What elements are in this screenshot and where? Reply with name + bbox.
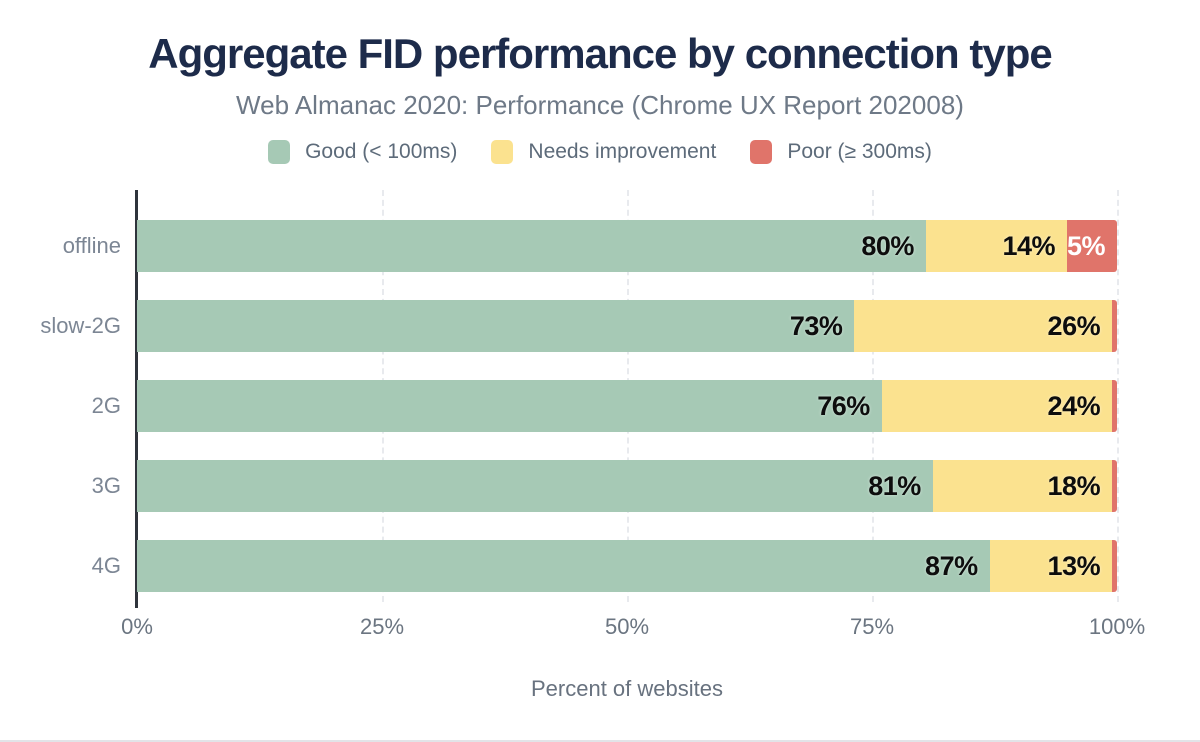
legend-label: Needs improvement xyxy=(528,140,717,163)
bar-row-2G: 2G 76% 24% xyxy=(92,380,1117,432)
bar-segment-needs_improvement-offline: 14% xyxy=(925,220,1067,272)
bar-row-offline: offline 80% 14% 5% xyxy=(63,220,1117,272)
bar-row-3G: 3G 81% 18% xyxy=(92,460,1117,512)
bar-segment-needs_improvement-2G: 24% xyxy=(881,380,1113,432)
bar-row-4G: 4G 87% 13% xyxy=(92,540,1117,592)
chart-subtitle: Web Almanac 2020: Performance (Chrome UX… xyxy=(236,90,964,120)
bar-segment-needs_improvement-4G: 13% xyxy=(989,540,1113,592)
bar-segment-needs_improvement-slow-2G: 26% xyxy=(854,300,1113,352)
bar-segment-poor-4G xyxy=(1112,540,1117,592)
legend-item-poor: Poor (≥ 300ms) xyxy=(750,140,932,164)
bar-row-slow-2G: slow-2G 73% 26% xyxy=(40,300,1117,352)
legend-item-good: Good (< 100ms) xyxy=(268,140,457,164)
category-label-3G: 3G xyxy=(91,473,121,498)
x-tick-label-100: 100% xyxy=(1088,614,1146,639)
plot-area: Percent of websites 0% 25% 50% 75% 100% offli… xyxy=(40,190,1145,701)
bar-segment-good-offline: 80% xyxy=(137,220,926,272)
x-tick-label-25: 25% xyxy=(359,614,405,639)
bar-segment-poor-3G xyxy=(1112,460,1117,512)
x-tick-label-50: 50% xyxy=(604,614,650,639)
x-axis-title: Percent of websites xyxy=(531,676,723,701)
legend-swatch-icon xyxy=(750,140,773,164)
bar-segment-needs_improvement-3G: 18% xyxy=(932,460,1113,512)
legend-item-needs_improvement: Needs improvement xyxy=(491,140,716,164)
bar-segment-poor-2G xyxy=(1112,380,1117,432)
gridline-100 xyxy=(1117,190,1119,602)
legend-swatch-icon xyxy=(268,140,291,164)
category-label-4G: 4G xyxy=(91,553,121,578)
legend-label: Poor (≥ 300ms) xyxy=(787,140,932,163)
chart-title: Aggregate FID performance by connection … xyxy=(148,30,1053,77)
bar-segment-good-2G: 76% xyxy=(137,380,882,432)
category-label-slow-2G: slow-2G xyxy=(40,313,121,338)
category-label-2G: 2G xyxy=(91,393,121,418)
x-tick-label-75: 75% xyxy=(849,614,895,639)
x-tick-label-0: 0% xyxy=(121,614,153,639)
category-label-offline: offline xyxy=(62,233,121,258)
bar-segment-poor-offline: 5% xyxy=(1067,220,1117,272)
y-axis-line xyxy=(135,190,138,608)
legend-swatch-icon xyxy=(491,140,514,164)
legend-label: Good (< 100ms) xyxy=(305,140,458,163)
bar-segment-good-3G: 81% xyxy=(137,460,933,512)
bar-segment-good-slow-2G: 73% xyxy=(137,300,855,352)
legend: Good (< 100ms) Needs improvement Poor (≥ 3… xyxy=(0,140,1200,164)
bar-segment-good-4G: 87% xyxy=(137,540,990,592)
bar-segment-poor-slow-2G xyxy=(1112,300,1117,352)
